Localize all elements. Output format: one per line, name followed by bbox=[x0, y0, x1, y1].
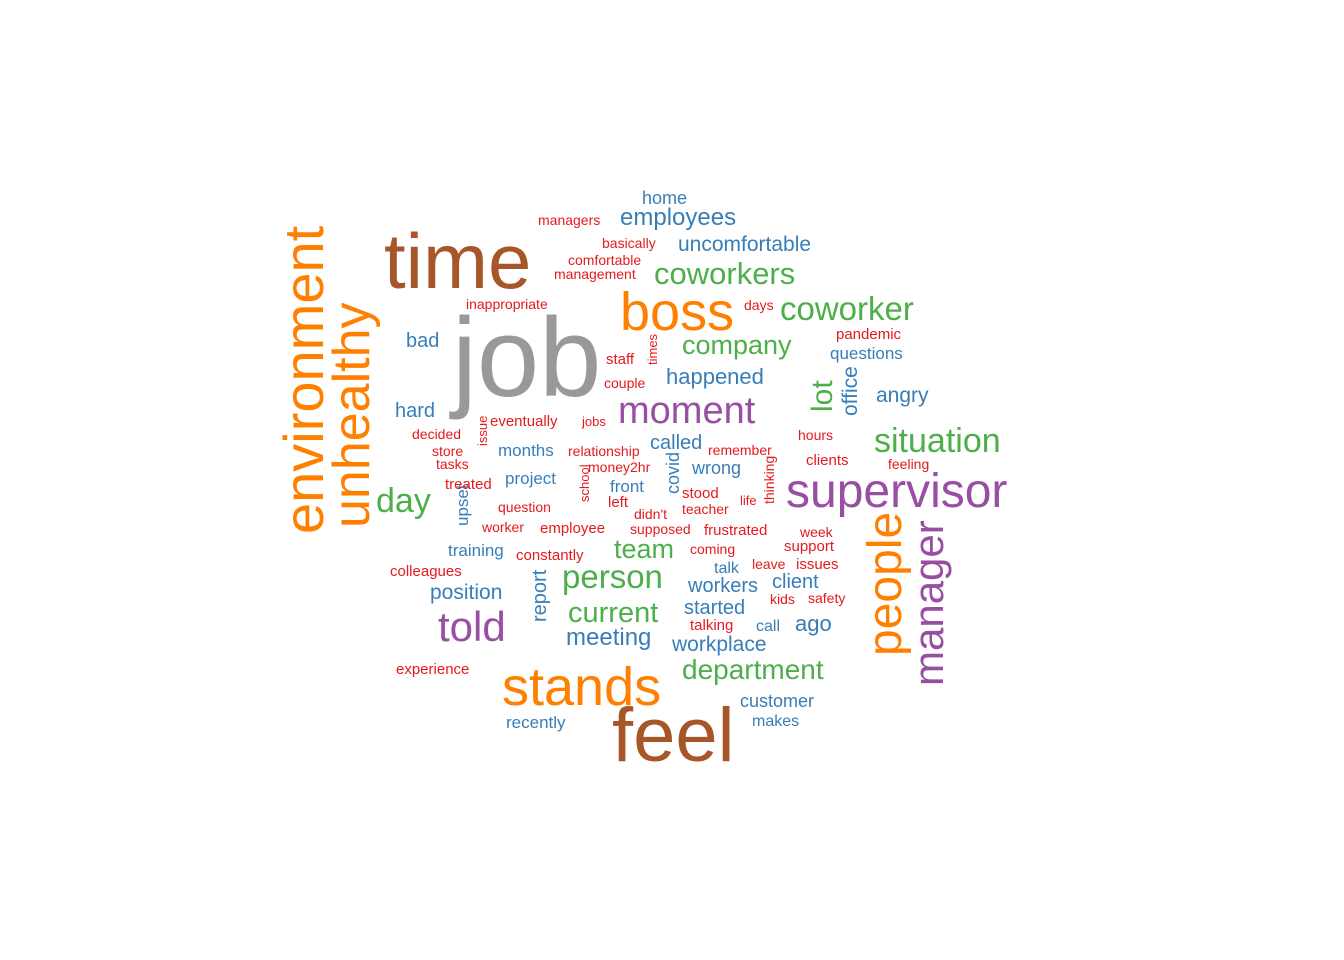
word-called: called bbox=[650, 432, 703, 454]
word-person: person bbox=[562, 558, 663, 595]
word-project: project bbox=[505, 469, 557, 488]
word-store: store bbox=[432, 443, 464, 459]
word-remember: remember bbox=[708, 442, 772, 458]
word-office: office bbox=[839, 366, 862, 416]
word-team: team bbox=[614, 534, 675, 564]
word-situation: situation bbox=[874, 422, 1001, 460]
word-current: current bbox=[568, 597, 659, 629]
word-lot: lot bbox=[806, 380, 839, 412]
word-recently: recently bbox=[506, 713, 566, 732]
word-angry: angry bbox=[876, 384, 929, 407]
word-days: days bbox=[744, 297, 774, 313]
word-relationship: relationship bbox=[568, 443, 640, 459]
word-staff: staff bbox=[606, 351, 635, 368]
word-employees: employees bbox=[620, 204, 737, 231]
word-boss: boss bbox=[620, 282, 735, 342]
word-left: left bbox=[608, 494, 629, 511]
word-pandemic: pandemic bbox=[836, 326, 902, 343]
word-eventually: eventually bbox=[490, 413, 558, 430]
word-report: report bbox=[529, 569, 551, 622]
word-covid: covid bbox=[663, 451, 683, 494]
word-questions: questions bbox=[830, 344, 903, 363]
word-clients: clients bbox=[806, 452, 849, 469]
word-tasks: tasks bbox=[436, 456, 469, 472]
word-didnt: didn't bbox=[634, 506, 668, 522]
word-couple: couple bbox=[604, 375, 646, 391]
word-feel: feel bbox=[612, 693, 735, 778]
word-uncomfortable: uncomfortable bbox=[678, 233, 812, 256]
word-constantly: constantly bbox=[516, 547, 584, 564]
word-coworkers: coworkers bbox=[654, 256, 796, 291]
word-position: position bbox=[430, 581, 503, 604]
word-life: life bbox=[740, 493, 757, 508]
word-week: week bbox=[800, 524, 833, 540]
word-coming: coming bbox=[690, 541, 736, 557]
word-moment: moment bbox=[618, 390, 756, 432]
word-supposed: supposed bbox=[630, 521, 691, 537]
word-customer: customer bbox=[740, 691, 815, 711]
word-call: call bbox=[756, 618, 781, 635]
word-talking: talking bbox=[690, 617, 734, 634]
word-worker: worker bbox=[482, 519, 525, 535]
word-told: told bbox=[438, 603, 506, 650]
word-supervisor: supervisor bbox=[786, 465, 1008, 518]
word-money2hr: money2hr bbox=[588, 459, 651, 475]
word-unhealthy: unhealthy bbox=[323, 302, 381, 528]
word-manager: manager bbox=[905, 520, 952, 686]
word-front: front bbox=[610, 477, 645, 496]
word-meeting: meeting bbox=[566, 624, 652, 651]
word-client: client bbox=[772, 571, 819, 593]
word-home: home bbox=[642, 188, 688, 208]
word-company: company bbox=[682, 330, 792, 360]
word-kids: kids bbox=[770, 591, 795, 607]
word-basically: basically bbox=[602, 235, 656, 251]
word-experience: experience bbox=[396, 661, 470, 678]
word-department: department bbox=[682, 654, 824, 685]
word-stands: stands bbox=[502, 657, 662, 717]
word-issue: issue bbox=[475, 415, 490, 446]
word-feeling: feeling bbox=[888, 456, 930, 472]
word-times: times bbox=[645, 333, 660, 365]
word-happened: happened bbox=[666, 364, 764, 389]
word-school: school bbox=[577, 464, 592, 502]
word-question: question bbox=[498, 499, 551, 515]
word-coworker: coworker bbox=[780, 290, 914, 327]
word-leave: leave bbox=[752, 556, 786, 572]
word-support: support bbox=[784, 538, 835, 555]
word-started: started bbox=[684, 597, 746, 619]
word-stood: stood bbox=[682, 485, 719, 502]
word-time: time bbox=[384, 217, 532, 305]
word-hours: hours bbox=[798, 427, 834, 443]
word-wrong: wrong bbox=[692, 458, 742, 478]
word-makes: makes bbox=[752, 713, 800, 730]
word-ago: ago bbox=[795, 611, 832, 636]
word-day: day bbox=[376, 482, 431, 520]
word-people: people bbox=[859, 511, 912, 656]
word-workers: workers bbox=[688, 575, 759, 597]
word-hard: hard bbox=[395, 400, 436, 422]
word-job: job bbox=[452, 295, 602, 420]
word-treated: treated bbox=[445, 476, 492, 493]
word-bad: bad bbox=[406, 330, 440, 352]
word-teacher: teacher bbox=[682, 501, 729, 517]
word-employee: employee bbox=[540, 520, 606, 537]
word-talk: talk bbox=[714, 560, 739, 577]
word-managers: managers bbox=[538, 212, 601, 228]
word-months: months bbox=[498, 441, 554, 460]
word-safety: safety bbox=[808, 590, 846, 606]
word-comfortable: comfortable bbox=[568, 252, 642, 268]
word-thinking: thinking bbox=[761, 455, 777, 504]
word-frustrated: frustrated bbox=[704, 522, 768, 539]
word-inappropriate: inappropriate bbox=[466, 296, 548, 312]
word-decided: decided bbox=[412, 426, 462, 442]
word-workplace: workplace bbox=[672, 633, 767, 656]
word-colleagues: colleagues bbox=[390, 563, 462, 580]
word-issues: issues bbox=[796, 556, 839, 573]
word-training: training bbox=[448, 541, 504, 560]
word-jobs: jobs bbox=[582, 414, 606, 429]
word-management: management bbox=[554, 266, 636, 282]
